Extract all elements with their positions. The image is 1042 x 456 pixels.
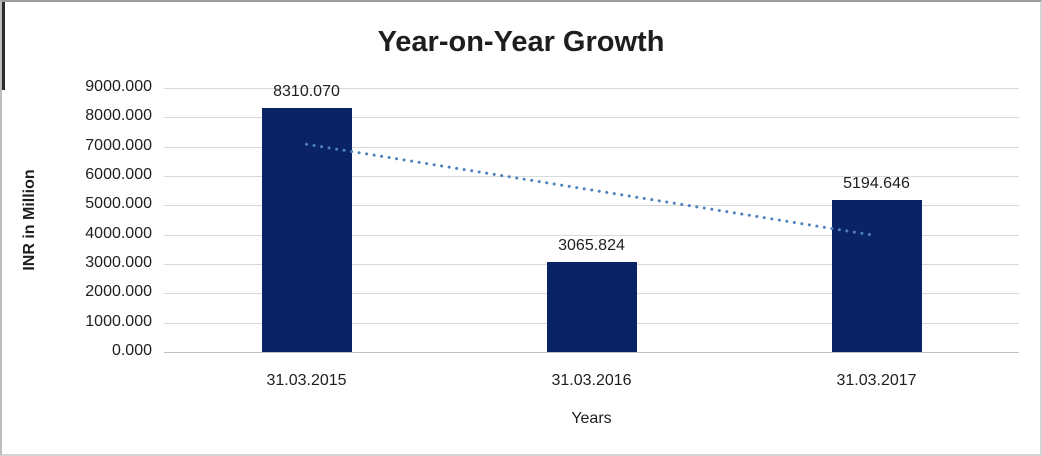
y-tick-label: 4000.000 — [85, 224, 152, 242]
y-tick-label: 6000.000 — [85, 166, 152, 183]
data-label: 5194.646 — [843, 174, 910, 192]
left-border-accent — [2, 2, 5, 90]
gridline — [164, 205, 1019, 207]
plot-area: 8310.070 3065.824 5194.646 — [164, 83, 1019, 353]
data-label: 8310.070 — [273, 83, 340, 101]
x-tick-label: 31.03.2016 — [551, 372, 632, 389]
chart-title: Year-on-Year Growth — [377, 26, 665, 58]
gridline — [164, 146, 1019, 148]
y-tick-label: 2000.000 — [85, 283, 152, 301]
gridline — [164, 176, 1019, 177]
y-tick-label: 5000.000 — [85, 195, 152, 213]
data-label: 3065.824 — [558, 237, 625, 255]
gridline — [164, 117, 1019, 119]
x-axis-title: Years — [571, 410, 612, 427]
bar — [546, 262, 637, 352]
y-tick-label: 1000.000 — [85, 312, 152, 330]
y-tick-label: 7000.000 — [85, 136, 152, 154]
gridline — [164, 88, 1019, 89]
trendline — [305, 142, 878, 238]
gridline — [164, 234, 1019, 236]
x-tick-label: 31.03.2015 — [266, 372, 347, 389]
y-tick-label: 3000.000 — [85, 254, 152, 271]
y-tick-label: 9000.000 — [85, 78, 152, 95]
y-axis-title-text: INR in Million — [21, 169, 38, 271]
x-tick-label: 31.03.2017 — [836, 372, 917, 389]
y-tick-label: 0.000 — [111, 342, 152, 359]
bar — [831, 199, 922, 352]
gridline — [164, 352, 1019, 353]
y-tick-label: 8000.000 — [85, 107, 152, 125]
